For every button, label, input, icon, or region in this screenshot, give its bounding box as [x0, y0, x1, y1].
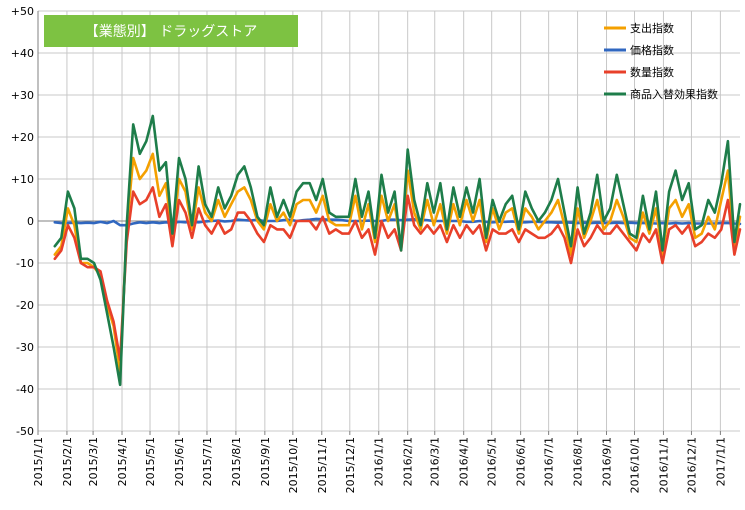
x-tick-label: 2015/12/1	[344, 437, 357, 493]
x-tick-label: 2016/3/1	[429, 437, 442, 486]
x-tick-label: 2015/8/1	[230, 437, 243, 486]
x-tick-label: 2016/9/1	[601, 437, 614, 486]
x-tick-label: 2015/9/1	[259, 437, 272, 486]
x-tick-label: 2015/10/1	[287, 437, 300, 493]
series-line-2	[53, 186, 742, 361]
y-tick-label: -40	[16, 383, 34, 396]
legend-label: 支出指数	[630, 21, 674, 35]
y-tick-label: -20	[16, 299, 34, 312]
y-tick-label: +50	[11, 5, 34, 18]
series-layer	[53, 114, 742, 387]
y-tick-label: +20	[11, 131, 34, 144]
x-tick-label: 2016/6/1	[515, 437, 528, 486]
x-tick-label: 2016/7/1	[543, 437, 556, 486]
chart-title: 【業態別】 ドラッグストア	[85, 24, 257, 40]
x-tick-label: 2016/10/1	[629, 437, 642, 493]
y-tick-label: -10	[16, 257, 34, 270]
x-tick-label: 2015/3/1	[87, 437, 100, 486]
y-tick-label: +40	[11, 47, 34, 60]
chart-title-background	[44, 15, 298, 47]
y-tick-label: +10	[11, 173, 34, 186]
y-tick-label: +30	[11, 89, 34, 102]
x-tick-label: 2016/1/1	[373, 437, 386, 486]
x-axis: 2015/1/1 2015/2/1 2015/3/1 2015/4/1 2015/5/1…	[32, 431, 727, 493]
legend-label: 商品入替効果指数	[630, 87, 718, 101]
x-tick-label: 2016/2/1	[402, 437, 415, 486]
x-tick-label: 2015/11/1	[316, 437, 329, 493]
x-tick-label: 2015/6/1	[173, 437, 186, 486]
legend-label: 数量指数	[630, 65, 674, 79]
x-tick-label: 2015/2/1	[61, 437, 74, 486]
x-tick-label: 2015/5/1	[144, 437, 157, 486]
chart-title-box: 【業態別】 ドラッグストア	[44, 15, 298, 47]
x-tick-label: 2016/8/1	[572, 437, 585, 486]
x-tick-label: 2017/1/1	[714, 437, 727, 486]
series-line-3	[53, 114, 742, 387]
x-tick-label: 2015/4/1	[116, 437, 129, 486]
x-tick-label: 2016/4/1	[458, 437, 471, 486]
x-tick-label: 2015/1/1	[32, 437, 45, 486]
legend-label: 価格指数	[630, 43, 674, 57]
y-axis: -50 -40 -30 -20 -10 0 +10 +20 +30 +40 +50	[11, 5, 740, 438]
x-tick-label: 2016/12/1	[685, 437, 698, 493]
y-tick-label: -50	[16, 425, 34, 438]
x-tick-label: 2016/11/1	[657, 437, 670, 493]
x-tick-label: 2015/7/1	[201, 437, 214, 486]
x-tick-label: 2016/5/1	[486, 437, 499, 486]
y-tick-label: -30	[16, 341, 34, 354]
y-tick-label: 0	[27, 215, 34, 228]
